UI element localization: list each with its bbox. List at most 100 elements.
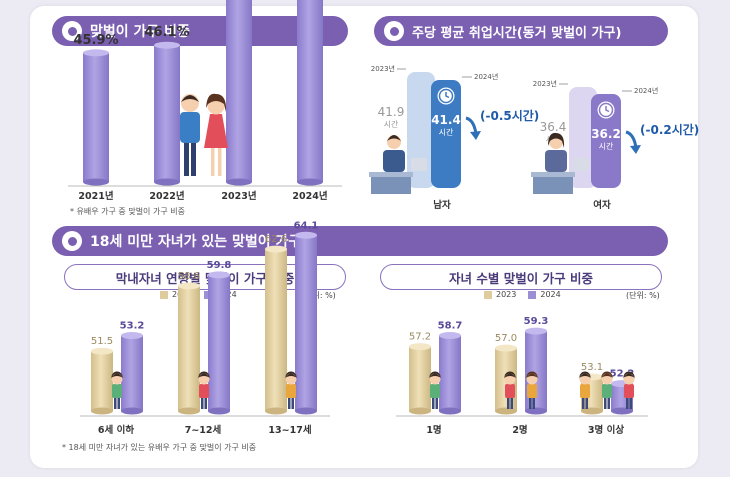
couple-bar-3 [297,0,323,186]
age-value-2024-2: 64.1 [294,220,319,231]
count-bar-2024-0-cap [439,332,461,340]
count-bar-2024-1 [525,327,547,415]
couple-bar-0-base [83,178,109,186]
age-bar-2024-0 [121,332,143,415]
office-worker-illustration [369,135,427,194]
couple-value-label-0: 45.9% [73,33,118,48]
bullet-icon [384,21,404,41]
age-bar-2024-0-body [121,335,143,411]
couple-bar-0-cap [83,49,109,57]
count-bar-2023-1-cap [495,344,517,352]
legend-2024: 2024 [540,290,561,299]
hours-value-2024-1: 36.2 [591,127,621,141]
count-value-2024-1: 59.3 [524,316,549,327]
couple-category-label-2: 2023년 [221,190,256,202]
age-bar-2023-2-base [265,407,287,415]
clock-icon [597,101,615,119]
count-bar-2024-2-base [611,407,633,415]
couple-bar-2-body [226,0,252,183]
count-kid-illustration [526,371,538,409]
couple-category-label-0: 2021년 [78,190,113,202]
couple-category-label-1: 2022년 [149,190,184,202]
note-couple-ratio: * 유배우 가구 중 맞벌이 가구 비중 [70,207,185,216]
couple-category-label-3: 2024년 [292,190,327,202]
count-category-label-0: 1명 [426,424,441,436]
count-bar-2023-1-base [495,407,517,415]
age-bar-2023-0 [91,347,113,415]
legend-unit-age: (단위: %) [302,291,336,300]
count-bar-2023-0-base [409,407,431,415]
couple-illustration [180,93,228,176]
count-bar-2024-1-cap [525,327,547,335]
age-kid-illustration [198,371,210,409]
couple-bar-2 [226,0,252,186]
hours-unit-2024: 시간 [439,127,454,137]
hours-bar-2024-0 [431,80,461,188]
count-bar-2024-0-base [439,407,461,415]
couple-bar-1-body [154,45,180,183]
age-bar-2024-2-cap [295,231,317,239]
hours-series-2023-label: 2023년 [371,64,395,73]
age-bar-2023-2 [265,245,287,415]
age-bar-2023-1-cap [178,282,200,290]
count-bar-2023-0-cap [409,343,431,351]
couple-bar-3-body [297,0,323,182]
age-bar-2024-1-cap [208,271,230,279]
office-worker-illustration [531,132,589,194]
age-bar-2024-1-base [208,407,230,415]
age-value-2023-1: 58.6 [178,271,200,282]
couple-bar-2-base [226,178,252,186]
age-value-2024-0: 53.2 [120,321,145,332]
hours-value-2024-0: 41.4 [431,113,461,127]
couple-bar-1 [154,41,180,186]
age-bar-2023-0-base [91,407,113,415]
count-value-2024-2: 52.2 [610,369,635,380]
age-kid-illustration [285,371,297,409]
count-bar-2024-1-body [525,331,547,411]
count-kid-illustration [623,371,635,409]
clock-icon [437,87,455,105]
age-bar-2024-0-cap [121,332,143,340]
age-bar-2023-0-cap [91,347,113,355]
title-text: 18세 미만 자녀가 있는 맞벌이 가구 [90,234,302,250]
age-value-2023-0: 51.5 [91,336,113,347]
down-arrow-head-icon [470,131,481,140]
count-value-2023-2: 53.1 [581,362,603,373]
age-category-label-0: 6세 이하 [98,424,134,436]
hours-unit-2024: 시간 [599,141,614,151]
legend-swatch-2023 [160,290,168,299]
age-category-label-1: 7~12세 [185,424,222,436]
title-child-count: 자녀 수별 맞벌이 가구 비중 [380,264,662,290]
count-category-label-1: 2명 [512,424,527,436]
age-bar-2023-1 [178,282,200,415]
title-children: 18세 미만 자녀가 있는 맞벌이 가구 [52,226,668,256]
hours-unit-2023: 시간 [384,119,399,129]
age-bar-2024-2-body [295,235,317,411]
hours-value-2023-0: 41.9 [378,105,405,119]
down-arrow-head-icon [630,145,641,154]
couple-bar-1-base [154,178,180,186]
count-bar-2024-0-body [439,335,461,411]
age-bar-2024-1 [208,271,230,415]
count-category-label-2: 3명 이상 [588,424,624,436]
hours-change-1: (-0.2시간) [640,122,699,137]
couple-value-label-1: 46.1% [144,25,189,40]
age-bar-2023-0-body [91,351,113,411]
hours-value-2023-1: 36.4 [540,120,567,134]
age-category-label-2: 13~17세 [268,424,311,436]
legend-unit-count: (단위: %) [626,291,660,300]
hours-series-2024-label: 2024년 [474,72,498,81]
count-bar-2024-0 [439,332,461,415]
couple-bar-0-body [83,52,109,182]
age-bar-2024-0-base [121,407,143,415]
note-children: * 18세 미만 자녀가 있는 유배우 가구 중 맞벌이 가구 비중 [62,443,257,452]
hours-category-label-1: 여자 [593,199,611,211]
count-value-2024-0: 58.7 [438,321,463,332]
bullet-icon [62,21,82,41]
age-bar-2023-1-body [178,285,200,411]
age-bar-2023-1-base [178,407,200,415]
title-work-hours: 주당 평균 취업시간(동거 맞벌이 가구) [374,16,668,46]
age-kid-illustration [111,371,123,409]
count-value-2023-1: 57.0 [495,333,517,344]
